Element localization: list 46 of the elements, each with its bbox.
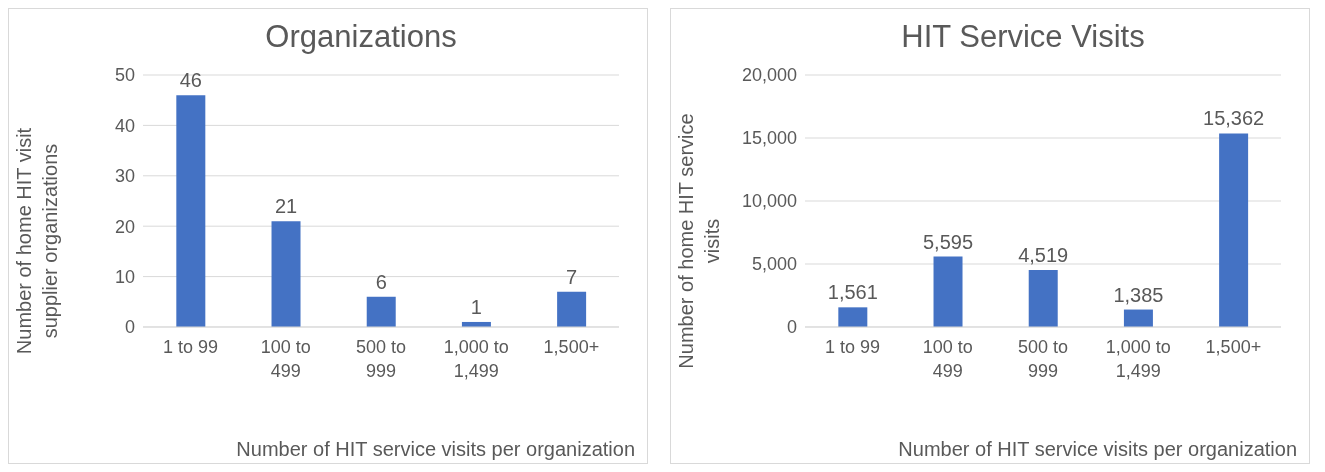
data-label: 5,595 (922, 230, 974, 253)
y-tick-label: 0 (786, 317, 797, 338)
data-label: 1,385 (1113, 283, 1164, 306)
x-tick-label: 1,500+ (1205, 337, 1262, 357)
x-tick-label: 1,000 to 1,499 (443, 337, 509, 381)
x-tick-label: 100 to 499 (260, 337, 311, 381)
chart-title: HIT Service Visits (900, 19, 1146, 55)
y-tick-label: 0 (124, 317, 135, 338)
x-tick-label: 1 to 99 (163, 337, 219, 357)
y-tick-label: 10 (114, 266, 135, 287)
y-tick-label: 10,000 (741, 191, 797, 212)
data-label: 46 (179, 69, 202, 92)
y-tick-label: 30 (114, 166, 135, 187)
bar (366, 296, 396, 327)
x-tick-label: 1 to 99 (825, 337, 881, 357)
x-axis-title: Number of HIT service visits per organization (898, 438, 1297, 461)
y-axis-title: Number of home HIT service visits (675, 113, 723, 369)
bar (933, 256, 963, 327)
data-label: 4,519 (1018, 244, 1069, 267)
x-tick-label: 1,000 to 1,499 (1105, 337, 1171, 381)
bar (557, 291, 587, 327)
bar (1028, 270, 1058, 327)
x-tick-label: 500 to 999 (355, 337, 407, 381)
bar (1219, 133, 1249, 327)
data-label: 21 (274, 195, 298, 218)
data-label: 6 (375, 270, 387, 293)
data-label: 15,362 (1203, 107, 1265, 130)
x-tick-label: 500 to 999 (1017, 337, 1069, 381)
x-axis-title: Number of HIT service visits per organization (236, 438, 635, 461)
bar (271, 221, 301, 327)
y-axis-title: Number of home HIT visit supplier organizations (13, 127, 61, 355)
bar (1123, 309, 1153, 327)
bar (176, 95, 206, 327)
data-label: 1 (470, 295, 482, 318)
y-tick-label: 50 (114, 65, 135, 86)
y-tick-label: 20,000 (741, 65, 797, 86)
bar (838, 307, 868, 327)
data-label: 7 (566, 265, 578, 288)
y-tick-label: 5,000 (751, 254, 797, 275)
y-tick-label: 40 (114, 115, 135, 136)
y-tick-label: 20 (114, 216, 135, 237)
data-label: 1,561 (827, 281, 878, 304)
chart-title: Organizations (264, 19, 458, 55)
y-tick-label: 15,000 (741, 128, 797, 149)
x-tick-label: 100 to 499 (922, 337, 973, 381)
x-tick-label: 1,500+ (543, 337, 600, 357)
